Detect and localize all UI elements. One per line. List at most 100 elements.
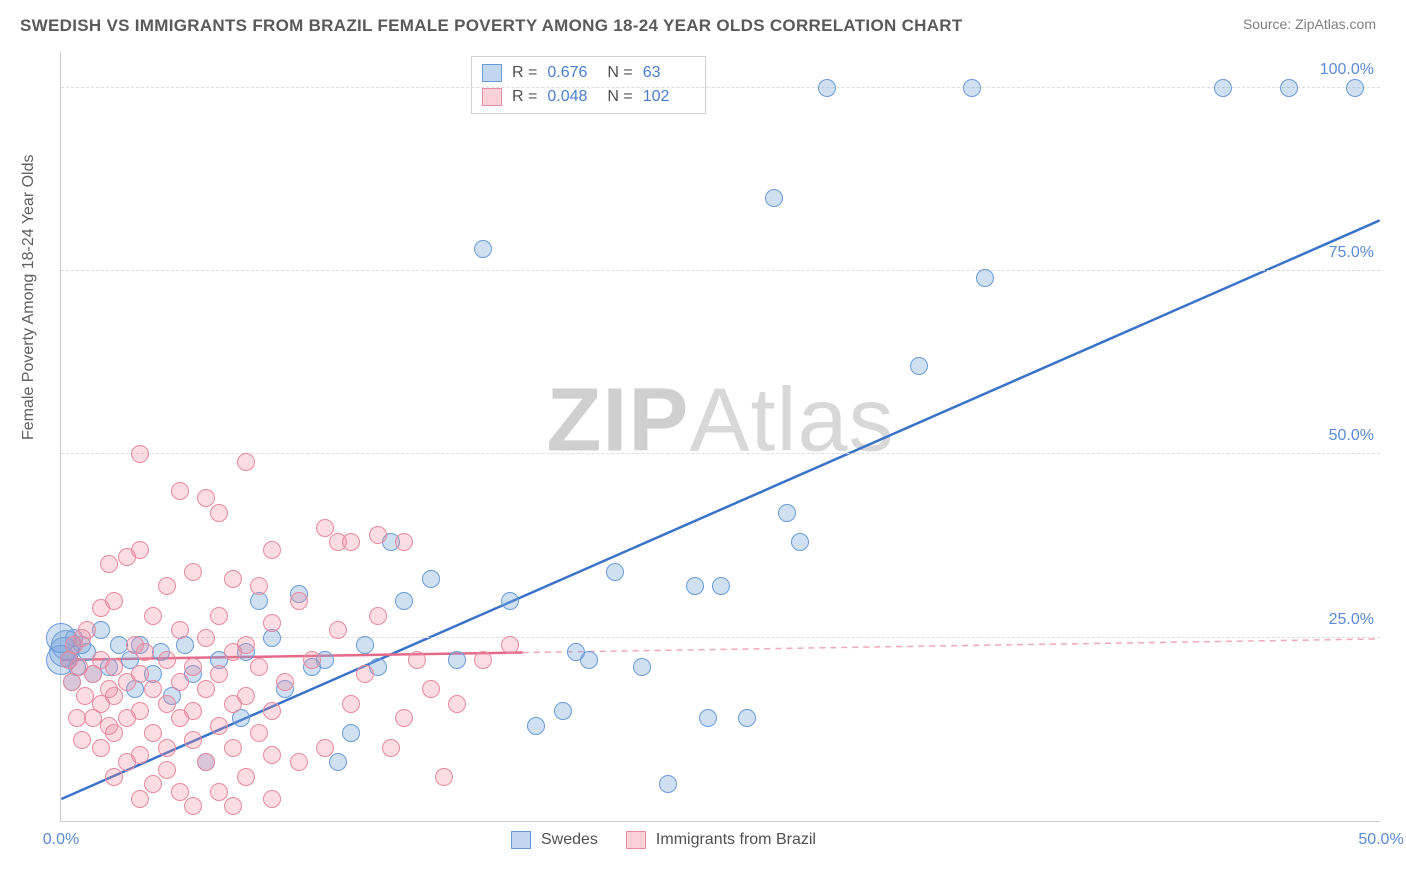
data-point [329,753,347,771]
data-point [118,753,136,771]
gridline [61,453,1380,454]
data-point [448,651,466,669]
data-point [210,504,228,522]
data-point [329,621,347,639]
data-point [63,673,81,691]
data-point [131,790,149,808]
data-point [316,739,334,757]
data-point [369,607,387,625]
data-point [105,768,123,786]
data-point [237,453,255,471]
data-point [224,739,242,757]
data-point [316,519,334,537]
data-point [210,665,228,683]
data-point [276,673,294,691]
data-point [263,614,281,632]
data-point [250,658,268,676]
x-tick-label: 0.0% [43,831,79,849]
data-point [554,702,572,720]
data-point [158,695,176,713]
r-label: R = [512,88,537,106]
data-point [197,489,215,507]
data-point [224,797,242,815]
data-point [765,189,783,207]
x-tick-label: 50.0% [1358,831,1403,849]
r-value: 0.048 [547,88,597,106]
stats-row: R = 0.676 N = 63 [482,61,693,85]
gridline [61,87,1380,88]
data-point [92,739,110,757]
data-point [144,775,162,793]
data-point [738,709,756,727]
data-point [237,768,255,786]
data-point [263,541,281,559]
data-point [197,753,215,771]
data-point [382,739,400,757]
data-point [118,548,136,566]
chart-title: SWEDISH VS IMMIGRANTS FROM BRAZIL FEMALE… [20,16,963,36]
series-legend: Swedes Immigrants from Brazil [511,831,834,849]
data-point [197,629,215,647]
data-point [474,240,492,258]
data-point [144,607,162,625]
data-point [73,731,91,749]
data-point [158,761,176,779]
data-point [567,643,585,661]
data-point [210,607,228,625]
data-point [263,702,281,720]
data-point [184,658,202,676]
legend-label: Swedes [541,831,598,849]
data-point [910,357,928,375]
gridline [61,637,1380,638]
data-point [158,651,176,669]
data-point [171,673,189,691]
data-point [263,790,281,808]
data-point [395,592,413,610]
data-point [659,775,677,793]
legend-label: Immigrants from Brazil [656,831,816,849]
data-point [105,658,123,676]
data-point [1346,79,1364,97]
data-point [184,731,202,749]
data-point [342,724,360,742]
data-point [408,651,426,669]
data-point [448,695,466,713]
data-point [210,717,228,735]
data-point [369,526,387,544]
data-point [435,768,453,786]
correlation-stats-box: R =0.676N =63R =0.048N =102 [471,56,706,114]
data-point [290,592,308,610]
data-point [329,533,347,551]
data-point [92,599,110,617]
data-point [633,658,651,676]
data-point [356,665,374,683]
data-point [136,643,154,661]
data-point [527,717,545,735]
data-point [1280,79,1298,97]
data-point [184,563,202,581]
data-point [263,746,281,764]
data-point [131,445,149,463]
data-point [84,665,102,683]
data-point [501,592,519,610]
data-point [100,555,118,573]
data-point [250,577,268,595]
n-label: N = [607,64,632,82]
data-point [791,533,809,551]
data-point [422,680,440,698]
legend-swatch [511,831,531,849]
regression-lines [61,52,1380,821]
y-tick-label: 100.0% [1320,61,1374,79]
stats-row: R =0.048N =102 [482,85,693,109]
legend-swatch [626,831,646,849]
r-label: R = [512,64,537,82]
y-axis-title: Female Poverty Among 18-24 Year Olds [20,155,38,441]
gridline [61,270,1380,271]
data-point [118,709,136,727]
data-point [144,724,162,742]
data-point [171,482,189,500]
n-value: 63 [643,64,693,82]
data-point [224,570,242,588]
r-value: 0.676 [547,64,597,82]
n-value: 102 [643,88,693,106]
